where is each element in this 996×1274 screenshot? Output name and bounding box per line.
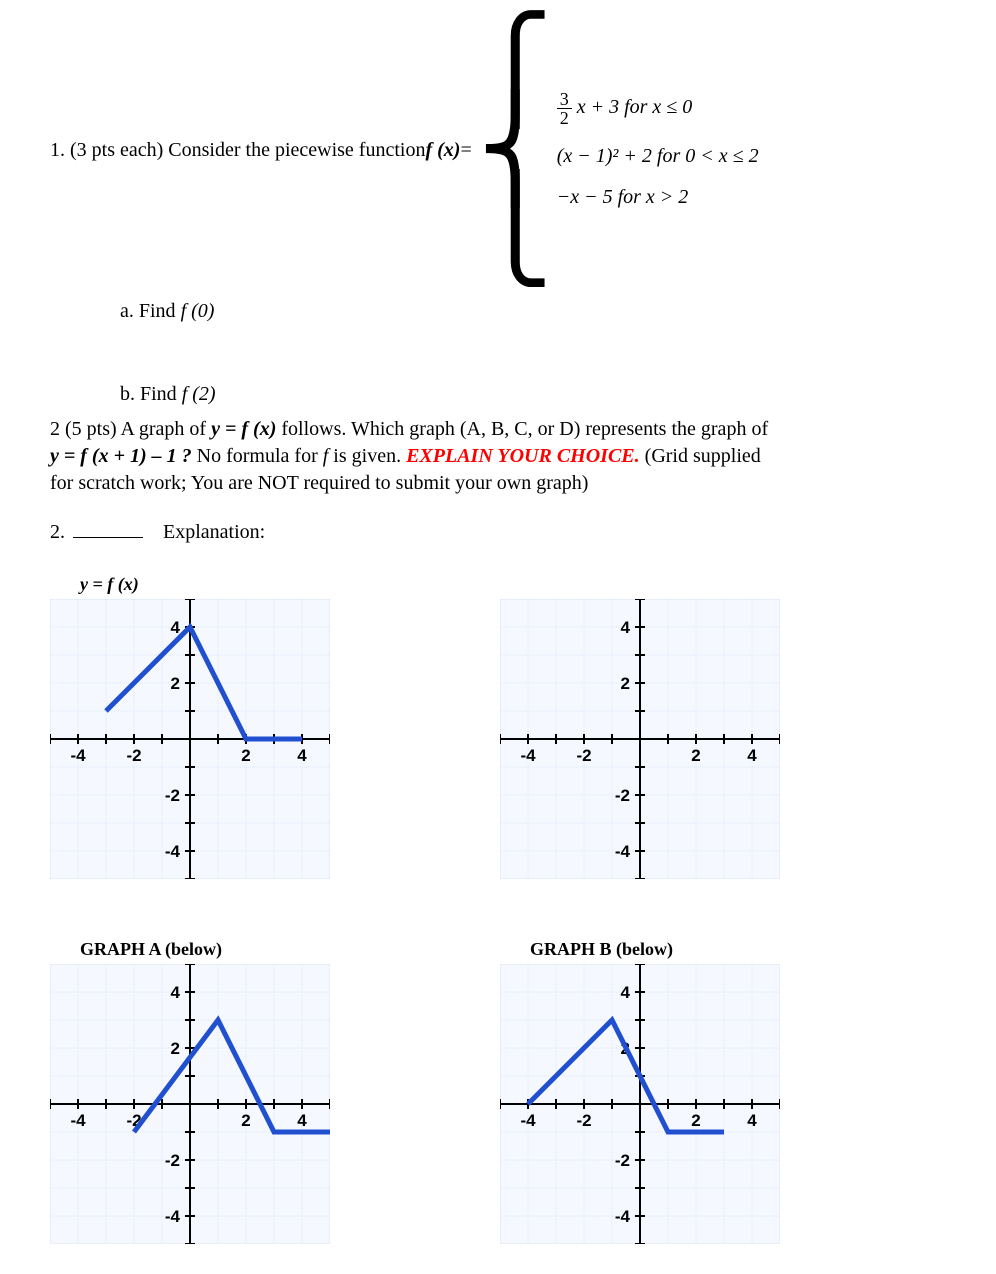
svg-text:4: 4: [171, 983, 181, 1002]
svg-text:4: 4: [171, 618, 181, 637]
case-3: −x − 5 for x > 2: [557, 184, 759, 210]
svg-text:2: 2: [691, 1111, 700, 1130]
svg-text:2: 2: [691, 746, 700, 765]
svg-text:4: 4: [747, 1111, 757, 1130]
fraction-3-2: 3 2: [557, 90, 572, 127]
q1-prefix: 1. (3 pts each) Consider the piecewise f…: [50, 139, 425, 162]
graph-a-svg: -4-224-4-224: [50, 964, 330, 1244]
svg-text:2: 2: [621, 674, 630, 693]
svg-text:-2: -2: [576, 1111, 591, 1130]
answer-blank[interactable]: [73, 517, 143, 538]
svg-text:2: 2: [171, 1039, 180, 1058]
svg-text:-2: -2: [126, 746, 141, 765]
svg-text:-4: -4: [70, 1111, 86, 1130]
svg-text:4: 4: [621, 983, 631, 1002]
svg-text:4: 4: [297, 1111, 307, 1130]
graph-main-title: y = f (x): [80, 574, 380, 595]
sub-question-a: a. Find f (0): [120, 300, 946, 323]
svg-text:-4: -4: [165, 1207, 181, 1226]
answer-row: 2. Explanation:: [50, 517, 946, 544]
case-2: (x − 1)² + 2 for 0 < x ≤ 2: [557, 143, 759, 169]
question-1: 1. (3 pts each) Consider the piecewise f…: [50, 30, 946, 270]
case-1: 3 2 x + 3 for x ≤ 0: [557, 90, 759, 127]
graph-b-title: GRAPH B (below): [530, 939, 830, 960]
svg-text:-4: -4: [165, 842, 181, 861]
svg-text:-4: -4: [615, 842, 631, 861]
svg-text:-4: -4: [70, 746, 86, 765]
svg-text:-2: -2: [165, 1151, 180, 1170]
svg-text:-4: -4: [520, 746, 536, 765]
svg-text:4: 4: [621, 618, 631, 637]
graph-main-svg: -4 -2 2 4 -4 -2 2 4: [50, 599, 330, 879]
graphs-container: y = f (x) -4 -2 2 4 -4 -2 2 4 -4 -2 2 4 -4 -2 2 4 GRAP…: [50, 574, 946, 1244]
q1-intro: 1. (3 pts each) Consider the piecewise f…: [50, 30, 759, 270]
svg-text:-4: -4: [520, 1111, 536, 1130]
svg-text:4: 4: [297, 746, 307, 765]
graph-a: GRAPH A (below) -4-224-4-224: [50, 939, 380, 1244]
graph-b: GRAPH B (below) -4-224-4-224: [500, 939, 830, 1244]
svg-text:-2: -2: [615, 1151, 630, 1170]
piecewise-cases: 3 2 x + 3 for x ≤ 0 (x − 1)² + 2 for 0 <…: [557, 90, 759, 210]
svg-text:2: 2: [171, 674, 180, 693]
graph-main: y = f (x) -4 -2 2 4 -4 -2 2 4: [50, 574, 380, 879]
svg-text:-2: -2: [615, 786, 630, 805]
graph-blank-title: [530, 574, 830, 595]
graph-a-title: GRAPH A (below): [80, 939, 380, 960]
piecewise-def: ⎧⎨⎩ 3 2 x + 3 for x ≤ 0 (x − 1)² + 2 for…: [478, 30, 759, 270]
sub-question-b: b. Find f (2): [120, 383, 946, 406]
svg-text:4: 4: [747, 746, 757, 765]
svg-text:-2: -2: [165, 786, 180, 805]
graph-b-svg: -4-224-4-224: [500, 964, 780, 1244]
q1-equals: =: [460, 139, 471, 162]
graph-blank: -4 -2 2 4 -4 -2 2 4: [500, 574, 830, 879]
question-2: 2 (5 pts) A graph of y = f (x) follows. …: [50, 416, 946, 497]
q1-fx: f (x): [425, 139, 460, 162]
explanation-label: Explanation:: [163, 521, 265, 544]
explain-choice: EXPLAIN YOUR CHOICE.: [406, 445, 640, 467]
svg-text:-4: -4: [615, 1207, 631, 1226]
svg-text:2: 2: [241, 746, 250, 765]
brace-icon: ⎧⎨⎩: [478, 30, 553, 270]
svg-text:2: 2: [241, 1111, 250, 1130]
svg-text:-2: -2: [576, 746, 591, 765]
graph-blank-svg: -4 -2 2 4 -4 -2 2 4: [500, 599, 780, 879]
